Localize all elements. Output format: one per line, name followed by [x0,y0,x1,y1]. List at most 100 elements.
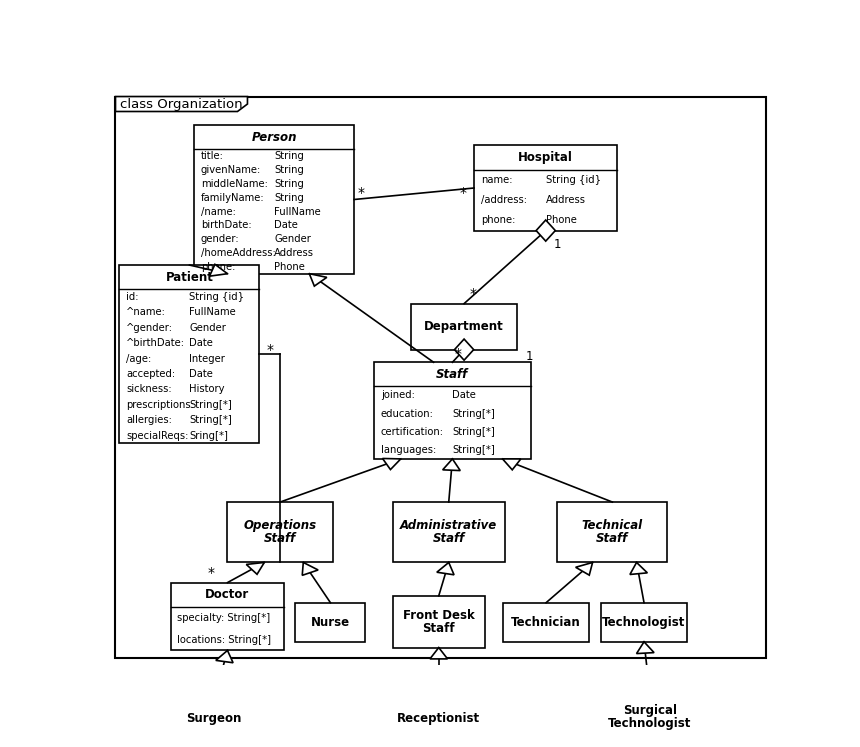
Polygon shape [383,459,401,470]
Bar [194,125,354,273]
Text: *: * [357,186,365,200]
Text: Technologist: Technologist [602,616,685,629]
Text: Staff: Staff [433,532,465,545]
Text: prescriptions:: prescriptions: [126,400,194,410]
Text: givenName:: givenName: [201,165,261,175]
Polygon shape [302,562,318,575]
Text: *: * [266,344,273,358]
Polygon shape [430,648,447,659]
Bar [393,502,505,562]
Text: Nurse: Nurse [310,616,350,629]
Bar [393,699,485,739]
Polygon shape [310,273,327,286]
Text: 1: 1 [526,350,533,363]
Polygon shape [210,264,227,276]
Polygon shape [216,651,233,663]
Text: Surgeon: Surgeon [187,713,242,725]
Text: Date: Date [452,391,476,400]
Polygon shape [502,459,521,470]
Text: String[*]: String[*] [452,409,495,418]
Text: middleName:: middleName: [201,179,267,189]
Text: Phone: Phone [546,215,576,226]
Text: accepted:: accepted: [126,369,175,379]
Text: Patient: Patient [165,270,213,284]
Text: String[*]: String[*] [189,400,232,410]
Text: String: String [274,152,304,161]
Text: Staff: Staff [436,368,469,381]
Text: 1: 1 [554,238,562,252]
Text: Technologist: Technologist [608,716,691,730]
Text: languages:: languages: [381,445,436,455]
Text: History: History [189,385,225,394]
Text: Date: Date [274,220,298,230]
Bar [227,502,333,562]
Text: Administrative: Administrative [400,519,497,533]
Polygon shape [575,562,593,575]
Text: *: * [454,347,461,362]
Text: education:: education: [381,409,433,418]
Text: String {id}: String {id} [189,292,244,302]
Text: /name:: /name: [201,207,236,217]
Text: String[*]: String[*] [452,445,495,455]
FancyBboxPatch shape [115,96,766,658]
Text: phone:: phone: [201,261,235,272]
Text: Staff: Staff [422,622,455,634]
Bar [120,265,260,444]
Text: Operations: Operations [243,519,316,533]
Bar [393,596,485,648]
Polygon shape [246,562,264,574]
Text: birthDate:: birthDate: [201,220,251,230]
Bar [411,303,518,350]
Text: *: * [470,287,476,301]
Text: gender:: gender: [201,235,239,244]
Text: Address: Address [274,248,314,258]
Text: Department: Department [424,320,504,333]
Text: Technical: Technical [582,519,643,533]
Text: Gender: Gender [189,323,226,332]
Bar [171,583,284,651]
Text: sickness:: sickness: [126,385,172,394]
Text: Front Desk: Front Desk [402,609,475,622]
Text: allergies:: allergies: [126,415,172,425]
Text: Receptionist: Receptionist [397,713,481,725]
Text: name:: name: [481,175,513,185]
Text: certification:: certification: [381,427,444,437]
Text: Surgical: Surgical [623,704,677,717]
Text: ^birthDate:: ^birthDate: [126,338,185,348]
Text: Hospital: Hospital [519,151,573,164]
Polygon shape [536,220,556,241]
Text: Integer: Integer [189,353,225,364]
Text: specialReqs:: specialReqs: [126,431,188,441]
Bar [600,603,687,642]
Polygon shape [437,562,454,574]
Polygon shape [454,339,474,360]
Text: id:: id: [126,292,138,302]
Text: Staff: Staff [596,532,629,545]
Text: Address: Address [546,195,586,205]
Bar [374,362,531,459]
Text: Date: Date [189,369,213,379]
Text: locations: String[*]: locations: String[*] [177,634,272,645]
Bar [296,603,366,642]
Text: /age:: /age: [126,353,151,364]
Text: Doctor: Doctor [206,588,249,601]
Text: String[*]: String[*] [189,415,232,425]
Text: Staff: Staff [264,532,296,545]
Text: class Organization: class Organization [120,98,243,111]
Text: Date: Date [189,338,213,348]
Polygon shape [443,459,460,471]
Text: phone:: phone: [481,215,515,226]
Text: String: String [274,179,304,189]
Text: ^name:: ^name: [126,307,166,317]
Bar [557,502,667,562]
Text: Person: Person [251,131,297,144]
Text: /address:: /address: [481,195,526,205]
Text: title:: title: [201,152,224,161]
Text: Sring[*]: Sring[*] [189,431,229,441]
Text: specialty: String[*]: specialty: String[*] [177,613,271,623]
Bar [474,146,617,231]
Text: *: * [459,186,466,200]
Text: FullName: FullName [274,207,321,217]
Text: String: String [274,193,304,202]
Text: String: String [274,165,304,175]
